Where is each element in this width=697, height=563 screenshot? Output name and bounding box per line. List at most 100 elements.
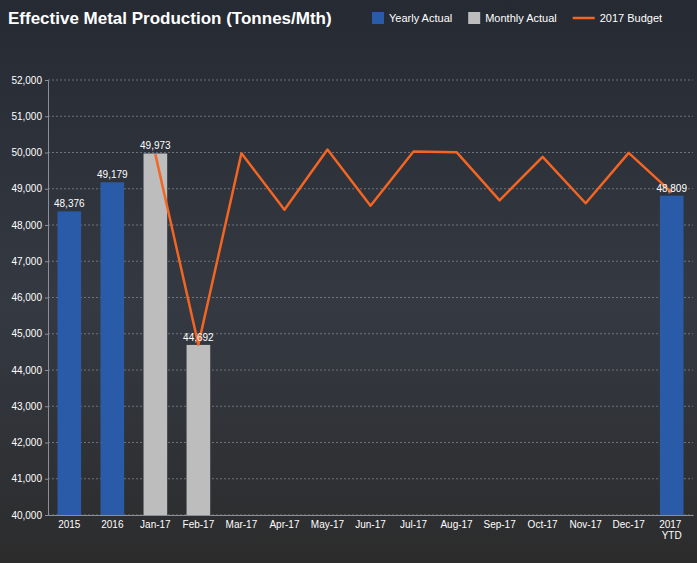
legend: Yearly Actual Monthly Actual 2017 Budget	[372, 12, 662, 24]
x-tick: Nov-17	[570, 519, 603, 530]
y-tick-mark	[45, 406, 48, 407]
legend-item: Monthly Actual	[468, 12, 557, 24]
y-tick-label: 42,000	[11, 437, 42, 448]
x-tick-label: Oct-17	[528, 519, 558, 530]
x-tick: Jul-17	[400, 519, 428, 530]
bar	[100, 182, 124, 515]
y-tick-mark	[45, 334, 48, 335]
grid	[48, 80, 693, 515]
data-label: 44,692	[183, 332, 214, 343]
x-tick-label-part: YTD	[662, 530, 682, 541]
y-tick-label: 49,000	[11, 183, 42, 194]
y-tick-mark	[45, 370, 48, 371]
x-tick-label: 2015	[58, 519, 81, 530]
x-tick-label: Jun-17	[355, 519, 386, 530]
y-tick: 50,000	[11, 147, 48, 158]
y-tick-mark	[45, 189, 48, 190]
y-tick-mark	[45, 443, 48, 444]
y-tick: 44,000	[11, 365, 48, 376]
bar	[144, 153, 168, 515]
x-tick-label: 2017 YTD	[659, 519, 684, 541]
x-tick: Dec-17	[613, 519, 646, 530]
y-tick-label: 51,000	[11, 111, 42, 122]
y-tick-mark	[45, 225, 48, 226]
x-tick-label: May-17	[311, 519, 345, 530]
x-tick-label-part: 2017	[659, 519, 684, 530]
x-tick: May-17	[311, 519, 345, 530]
y-tick-mark	[45, 116, 48, 117]
grid-line	[48, 80, 693, 81]
x-tick: Oct-17	[528, 519, 558, 530]
y-tick: 43,000	[11, 401, 48, 412]
x-axis: 2015 2016 Jan-17 Feb-17 Mar-17 Apr-17 May-17 Ju…	[49, 516, 694, 542]
data-label: 48,376	[54, 198, 85, 209]
x-tick: 2015	[58, 519, 81, 530]
y-axis-line	[45, 81, 49, 516]
y-tick-label: 43,000	[11, 401, 42, 412]
y-tick: 51,000	[11, 111, 48, 122]
background	[0, 0, 697, 563]
y-tick-label: 41,000	[11, 473, 42, 484]
y-tick: 47,000	[11, 256, 48, 267]
y-tick-mark	[45, 298, 48, 299]
x-tick-label: Dec-17	[613, 519, 646, 530]
legend-label: Yearly Actual	[389, 12, 452, 24]
x-tick-label: 2016	[101, 519, 124, 530]
y-tick: 40,000	[11, 510, 48, 521]
y-tick-label: 44,000	[11, 365, 42, 376]
x-tick: 2016	[101, 519, 124, 530]
x-tick-label: Jan-17	[140, 519, 171, 530]
x-tick: Mar-17	[226, 519, 258, 530]
y-tick: 52,000	[11, 75, 48, 86]
y-tick: 48,000	[11, 220, 48, 231]
data-labels: 48,376 49,179 48,809 49,973 44,692	[54, 140, 687, 342]
legend-key	[468, 12, 480, 24]
y-axis: 40,000 41,000 42,000 43,000 44,000 45,000 46,0…	[11, 75, 48, 521]
x-tick-label: Apr-17	[269, 519, 299, 530]
y-tick-mark	[45, 261, 48, 262]
legend-label: Monthly Actual	[485, 12, 557, 24]
x-tick-label: Sep-17	[483, 519, 516, 530]
plot-marks	[57, 150, 683, 515]
x-tick-label: Nov-17	[570, 519, 603, 530]
title: Effective Metal Production (Tonnes/Mth)	[8, 9, 332, 28]
legend-label: 2017 Budget	[600, 12, 662, 24]
x-tick: Jan-17	[140, 519, 171, 530]
y-tick: 45,000	[11, 328, 48, 339]
bar	[57, 211, 81, 515]
y-tick-label: 48,000	[11, 220, 42, 231]
data-label: 49,973	[140, 140, 171, 151]
legend-key	[372, 12, 384, 24]
y-tick-label: 52,000	[11, 75, 42, 86]
y-tick-mark	[45, 479, 48, 480]
x-tick-label: Jul-17	[400, 519, 428, 530]
x-tick: Feb-17	[183, 519, 215, 530]
legend-key	[573, 17, 595, 20]
legend-item: 2017 Budget	[573, 12, 662, 24]
y-tick-label: 46,000	[11, 292, 42, 303]
x-tick: Apr-17	[269, 519, 299, 530]
x-tick: 2017 YTD	[659, 519, 684, 541]
y-tick-label: 40,000	[11, 510, 42, 521]
y-tick: 42,000	[11, 437, 48, 448]
y-tick-label: 47,000	[11, 256, 42, 267]
grid-line	[48, 116, 693, 117]
grid-line	[48, 152, 693, 153]
bar	[660, 196, 684, 515]
x-tick-label: Feb-17	[183, 519, 215, 530]
x-axis-line	[49, 515, 694, 516]
x-tick: Sep-17	[483, 519, 516, 530]
data-label: 48,809	[656, 183, 687, 194]
x-tick-label: Aug-17	[440, 519, 473, 530]
chart: 40,000 41,000 42,000 43,000 44,000 45,000 46,0…	[0, 0, 697, 563]
y-tick: 49,000	[11, 183, 48, 194]
y-tick: 46,000	[11, 292, 48, 303]
x-tick-label: Mar-17	[226, 519, 258, 530]
legend-item: Yearly Actual	[372, 12, 452, 24]
data-label: 49,179	[97, 169, 128, 180]
y-tick-mark	[45, 515, 48, 516]
y-tick-label: 45,000	[11, 328, 42, 339]
y-tick-mark	[45, 80, 48, 81]
y-tick-mark	[45, 153, 48, 154]
bar	[187, 345, 211, 515]
